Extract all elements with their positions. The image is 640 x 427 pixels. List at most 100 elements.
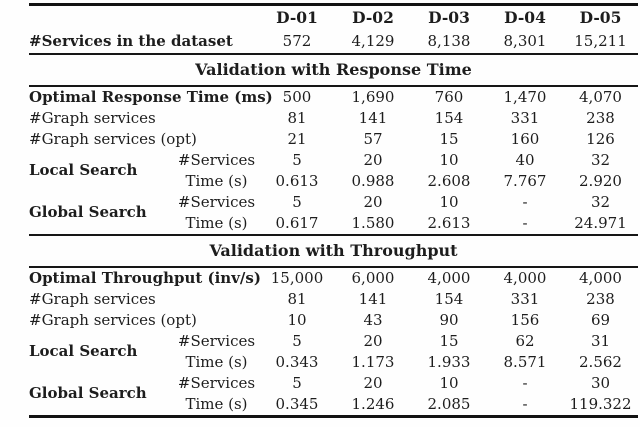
data-row: Global Search #Services 5 20 10 - 32 (29, 192, 638, 220)
data-cell: 4,129 (351, 32, 395, 51)
data-cell: 2.085 (427, 394, 471, 413)
data-cell: 154 (434, 108, 464, 127)
data-cell: 4,000 (579, 268, 622, 287)
data-cell: 62 (515, 331, 535, 350)
row-sublabel: #Services (177, 192, 256, 211)
row-label: #Graph services (opt) (29, 129, 197, 148)
row-sublabel: Time (s) (185, 213, 248, 232)
data-cell: 90 (439, 310, 459, 329)
data-cell: 6,000 (351, 268, 395, 287)
data-cell: - (522, 213, 528, 232)
data-cell: 20 (363, 192, 383, 211)
data-cell: 32 (590, 150, 611, 169)
data-cell: 0.613 (275, 171, 319, 190)
section-title: Validation with Throughput (209, 240, 458, 260)
section-title: Validation with Response Time (195, 59, 472, 79)
data-cell: 126 (586, 129, 615, 148)
data-cell: 20 (363, 373, 383, 392)
data-cell: 15,211 (574, 32, 627, 51)
row-sublabel: Time (s) (185, 171, 248, 190)
column-header: D-01 (276, 8, 318, 28)
data-cell: 8,138 (427, 32, 471, 51)
data-cell: 0.988 (351, 171, 395, 190)
results-table-body: D-01 D-02 D-03 D-04 D-05 #Services in the dat… (29, 5, 638, 417)
data-row: #Graph services 81 141 154 331 238 (29, 289, 638, 310)
data-cell: 30 (590, 373, 611, 392)
data-cell: 141 (358, 289, 388, 308)
data-row: Time (s) 0.617 1.580 2.613 - 24.971 (29, 213, 638, 235)
data-cell: 81 (287, 289, 307, 308)
row-label: #Services in the dataset (29, 32, 233, 51)
row-sublabel: Time (s) (185, 394, 248, 413)
section-header-row: Validation with Throughput (29, 235, 638, 267)
data-cell: 331 (510, 108, 540, 127)
data-cell: 2.920 (579, 171, 622, 190)
data-cell: 32 (590, 192, 611, 211)
data-cell: 57 (363, 129, 383, 148)
row-label: Optimal Response Time (ms) (29, 87, 273, 106)
data-cell: 5 (292, 150, 302, 169)
results-table: D-01 D-02 D-03 D-04 D-05 #Services in the dat… (29, 3, 638, 418)
data-cell: 141 (358, 108, 388, 127)
row-label: #Graph services (29, 108, 156, 127)
data-cell: 10 (439, 192, 459, 211)
data-cell: 2.613 (427, 213, 471, 232)
data-row: Time (s) 0.613 0.988 2.608 7.767 2.920 (29, 171, 638, 192)
data-cell: 0.617 (275, 213, 319, 232)
data-cell: 500 (282, 87, 312, 106)
data-row: Optimal Throughput (inv/s) 15,000 6,000 4,0… (29, 267, 638, 289)
row-sublabel: Time (s) (185, 352, 248, 371)
data-row: Local Search #Services 5 20 15 62 31 (29, 331, 638, 359)
row-label: Global Search (29, 203, 147, 222)
data-cell: 5 (292, 192, 302, 211)
row-label: Optimal Throughput (inv/s) (29, 268, 261, 287)
section-header-row: Validation with Response Time (29, 54, 638, 86)
data-cell: 1,690 (351, 87, 395, 106)
data-cell: 7.767 (503, 171, 547, 190)
data-cell: 4,000 (427, 268, 471, 287)
data-row: Time (s) 0.345 1.246 2.085 - 119.322 (29, 394, 638, 417)
data-row: #Graph services (opt) 10 43 90 156 69 (29, 310, 638, 331)
data-cell: 2.562 (579, 352, 622, 371)
corner-cell (29, 5, 259, 32)
data-cell: 21 (287, 129, 307, 148)
data-cell: 760 (434, 87, 464, 106)
data-row: Time (s) 0.343 1.173 1.933 8.571 2.562 (29, 352, 638, 373)
column-header-row: D-01 D-02 D-03 D-04 D-05 (29, 5, 638, 32)
data-cell: 15 (439, 331, 459, 350)
data-cell: 0.343 (275, 352, 319, 371)
data-cell: 10 (439, 150, 459, 169)
row-label: Global Search (29, 384, 147, 403)
row-label: #Graph services (29, 289, 156, 308)
data-cell: - (522, 192, 528, 211)
data-cell: 154 (434, 289, 464, 308)
data-cell: 5 (292, 331, 302, 350)
column-header: D-03 (428, 8, 470, 28)
data-row: Local Search #Services 5 20 10 40 32 (29, 150, 638, 178)
data-row: #Graph services (opt) 21 57 15 160 126 (29, 129, 638, 150)
data-cell: - (522, 373, 528, 392)
data-cell: 1,470 (503, 87, 547, 106)
data-cell: 40 (515, 150, 535, 169)
row-sublabel: #Services (177, 331, 256, 350)
data-cell: 69 (590, 310, 611, 329)
data-cell: 238 (586, 289, 615, 308)
data-cell: 0.345 (275, 394, 319, 413)
column-header: D-02 (352, 8, 394, 28)
data-cell: 4,070 (579, 87, 622, 106)
data-cell: 81 (287, 108, 307, 127)
row-sublabel: #Services (177, 150, 256, 169)
data-cell: 331 (510, 289, 540, 308)
data-cell: 8.571 (503, 352, 547, 371)
data-cell: - (522, 394, 528, 413)
data-cell: 156 (510, 310, 540, 329)
data-cell: 15,000 (270, 268, 324, 287)
data-cell: 20 (363, 150, 383, 169)
data-cell: 4,000 (503, 268, 547, 287)
column-header: D-05 (579, 8, 622, 28)
row-label: Local Search (29, 342, 138, 361)
data-row: #Graph services 81 141 154 331 238 (29, 108, 638, 129)
data-cell: 1.246 (351, 394, 395, 413)
data-cell: 160 (510, 129, 540, 148)
